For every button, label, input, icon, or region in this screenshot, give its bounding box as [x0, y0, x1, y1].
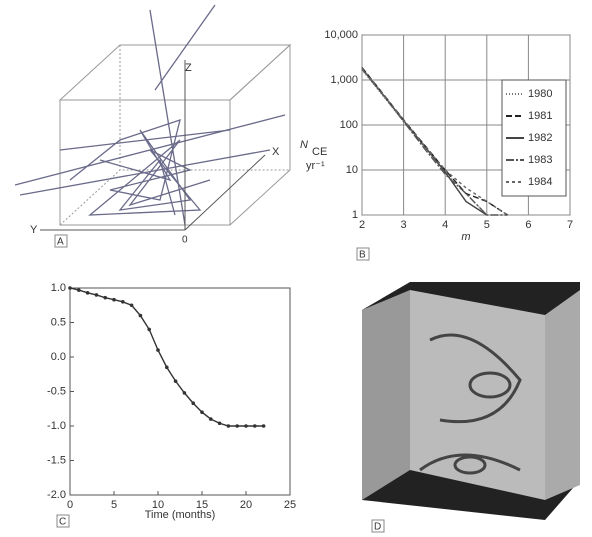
x-axis-label: Time (months)	[145, 509, 216, 521]
data-point	[218, 421, 222, 425]
data-point	[68, 286, 72, 290]
data-point	[86, 291, 90, 295]
y-tick-label: 10,000	[324, 29, 358, 41]
panel-a	[15, 5, 290, 230]
legend-label: 1984	[528, 176, 552, 188]
legend-label: 1981	[528, 110, 552, 122]
cube-side	[230, 45, 290, 225]
y-tick-label: 100	[340, 119, 358, 131]
y-axis-unit: yr⁻¹	[306, 160, 325, 172]
y-tick-label: -1.5	[47, 454, 66, 466]
cube-face	[545, 290, 580, 500]
data-point	[130, 303, 134, 307]
y-tick-label: 1	[352, 209, 358, 221]
trajectories	[15, 5, 285, 225]
y-tick-label: 0.0	[51, 351, 66, 363]
y-tick-label: 1,000	[330, 74, 358, 86]
cube-face	[362, 290, 410, 500]
data-line	[362, 67, 508, 215]
data-line	[70, 288, 264, 426]
plot-frame	[70, 288, 290, 495]
data-point	[174, 379, 178, 383]
legend-label: 1983	[528, 154, 552, 166]
x-tick-label: 4	[442, 219, 448, 231]
x-tick-label: 5	[111, 499, 117, 511]
figure: Z X Y 0 A B C D 1 10 100 1,000 10,000 2 3 4 5 6 7 m…	[0, 0, 592, 537]
y-tick-label: 0.5	[51, 316, 66, 328]
x-tick-label: 25	[284, 499, 296, 511]
data-point	[95, 293, 99, 297]
axis-label: Y	[30, 224, 38, 236]
axis-label: X	[272, 146, 280, 158]
data-line	[362, 68, 508, 215]
x-tick-label: 3	[401, 219, 407, 231]
axis-label: 0	[182, 235, 188, 246]
y-tick-label: 10	[346, 164, 358, 176]
data-point	[121, 300, 125, 304]
x-tick-label: 20	[240, 499, 252, 511]
x-tick-label: 0	[67, 499, 73, 511]
x-tick-label: 2	[359, 219, 365, 231]
y-axis-label: N	[300, 139, 308, 151]
data-point	[209, 417, 213, 421]
y-tick-label: -0.5	[47, 385, 66, 397]
panel-d	[362, 282, 580, 520]
data-point	[244, 424, 248, 428]
data-point	[139, 314, 143, 318]
x-axis-label: m	[461, 231, 470, 243]
panel-label: C	[59, 517, 66, 528]
data-point	[253, 424, 257, 428]
data-point	[235, 424, 239, 428]
data-line	[362, 69, 508, 215]
x-tick-label: 6	[525, 219, 531, 231]
panel-label: D	[374, 522, 381, 533]
data-point	[156, 348, 160, 352]
x-tick-label: 7	[567, 219, 573, 231]
data-point	[227, 424, 231, 428]
y-tick-label: -2.0	[47, 489, 66, 501]
y-tick-label: -1.0	[47, 420, 66, 432]
legend-label: 1980	[528, 88, 552, 100]
data-point	[200, 410, 204, 414]
data-point	[262, 424, 266, 428]
panel-label: B	[359, 250, 366, 261]
x-tick-label: 5	[484, 219, 490, 231]
data-point	[147, 328, 151, 332]
data-point	[77, 288, 81, 292]
legend-label: 1982	[528, 132, 552, 144]
data-point	[103, 296, 107, 300]
axis-label: Z	[185, 62, 192, 74]
data-point	[183, 391, 187, 395]
cube-top	[60, 45, 290, 100]
data-point	[191, 401, 195, 405]
y-tick-label: 1.0	[51, 282, 66, 294]
data-point	[112, 298, 116, 302]
data-point	[165, 366, 169, 370]
y-axis-label-sub: CE	[312, 146, 327, 158]
panel-label: A	[57, 237, 64, 248]
